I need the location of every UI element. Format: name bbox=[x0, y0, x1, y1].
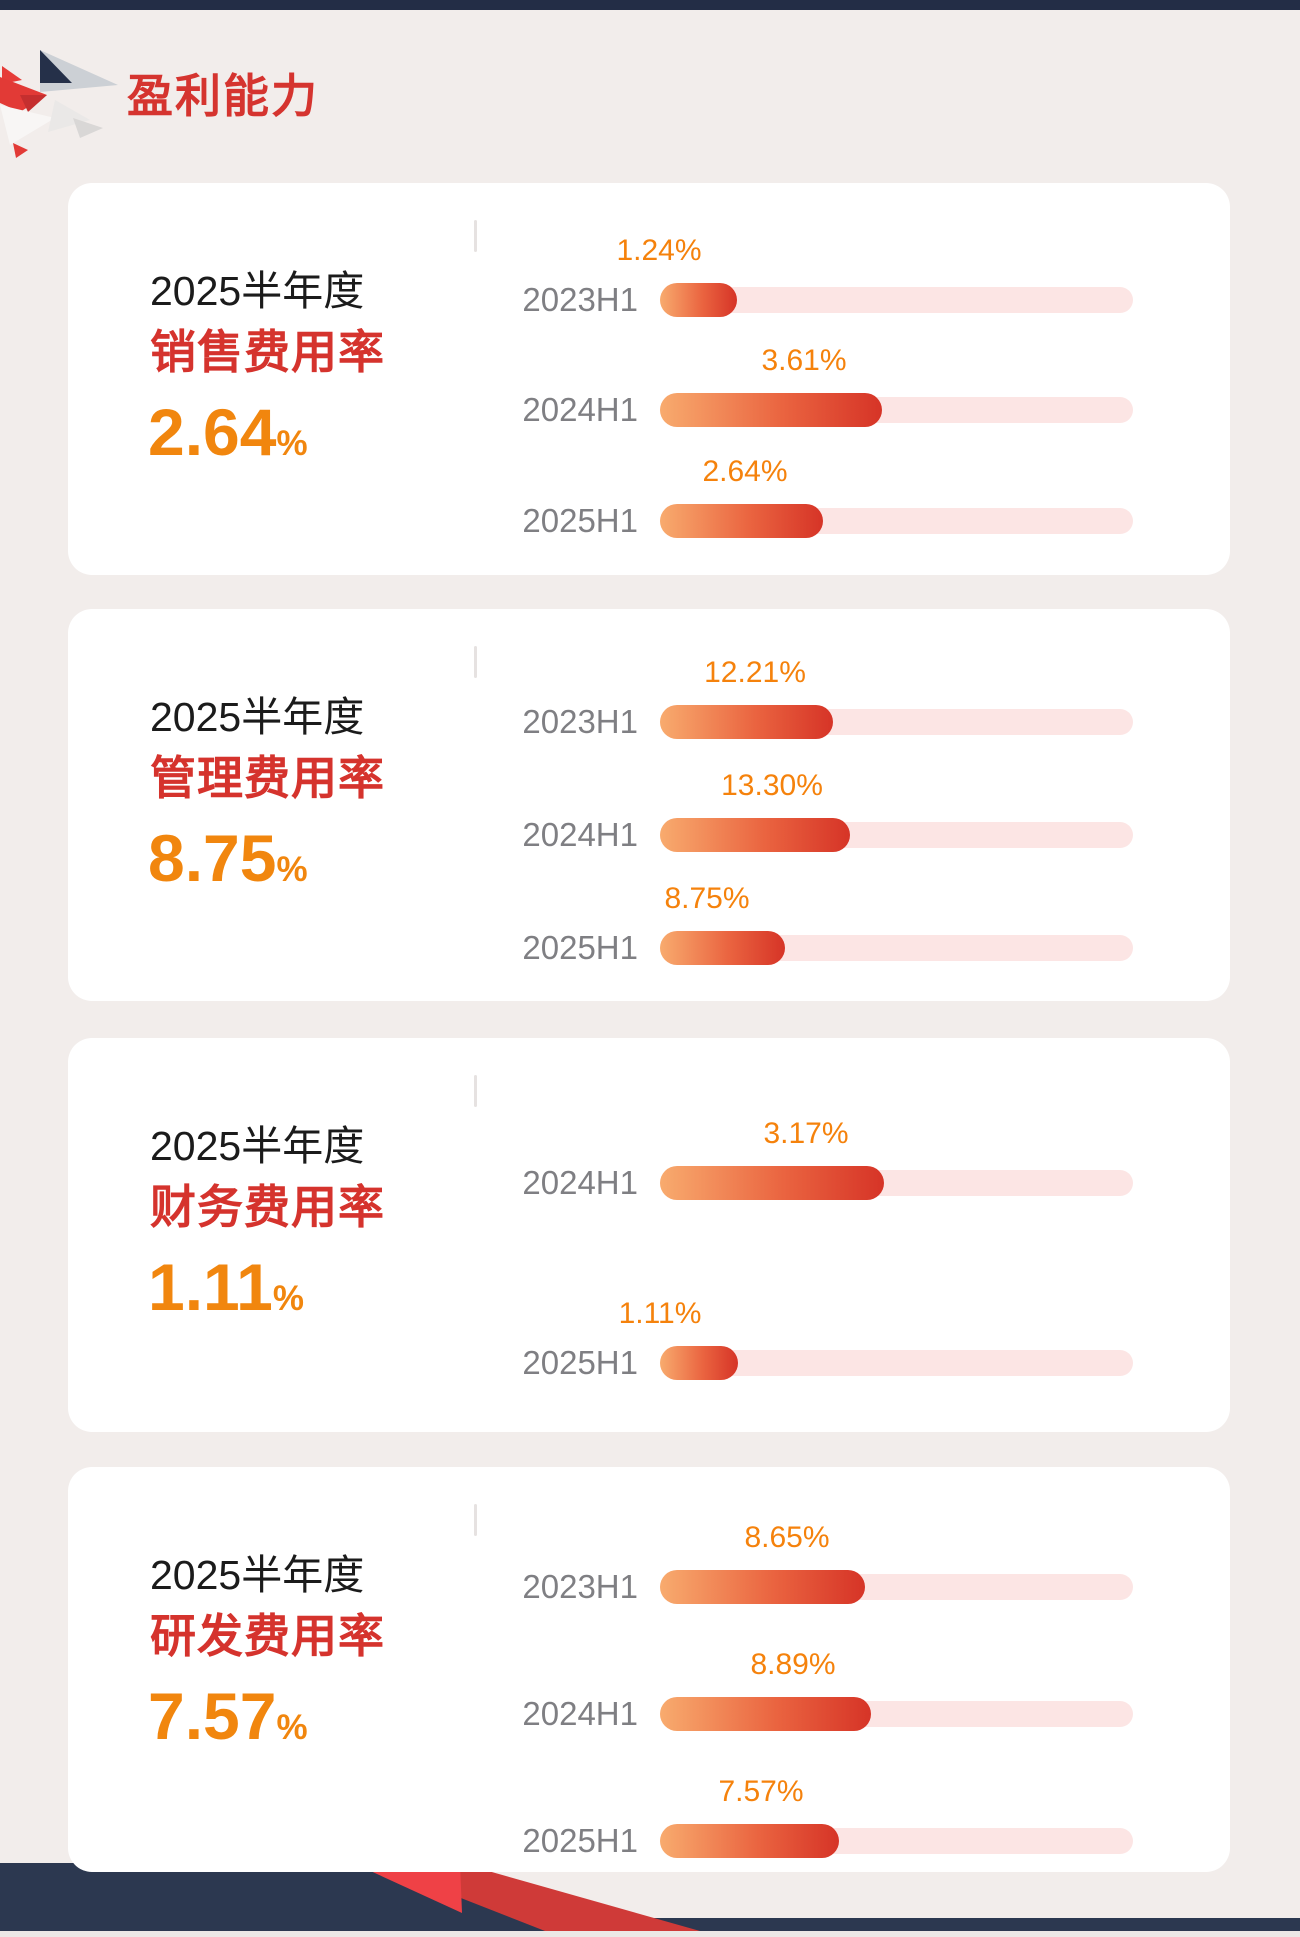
big-value-number: 1.11 bbox=[148, 1250, 273, 1324]
chart-row: 2023H1 8.65% bbox=[68, 1520, 1230, 1605]
chart-divider-tick bbox=[474, 220, 477, 252]
bar-value-label: 1.24% bbox=[616, 234, 702, 267]
card-sales-expense-ratio: 2025半年度 销售费用率 2.64% 2023H1 1.24% 2024H1 … bbox=[68, 183, 1230, 575]
year-label: 2024H1 bbox=[522, 1695, 638, 1732]
bar-value-label: 8.65% bbox=[744, 1521, 830, 1554]
big-value-number: 8.75 bbox=[148, 821, 277, 895]
bar-value-label: 13.30% bbox=[721, 769, 823, 802]
bar-fill bbox=[660, 393, 882, 427]
page-title: 盈利能力 bbox=[127, 70, 319, 122]
bar-track bbox=[660, 1350, 1133, 1376]
card-metric-name: 销售费用率 bbox=[150, 326, 385, 378]
card-big-value: 8.75% bbox=[148, 819, 308, 897]
big-value-number: 7.57 bbox=[148, 1679, 277, 1753]
year-label: 2025H1 bbox=[522, 1344, 638, 1381]
chart-row: 2023H1 12.21% bbox=[68, 655, 1230, 740]
bar-value-label: 7.57% bbox=[718, 1775, 804, 1808]
bar-fill bbox=[660, 1697, 871, 1731]
top-navy-bar bbox=[0, 0, 1300, 10]
bar-track bbox=[660, 287, 1133, 313]
year-label: 2025H1 bbox=[522, 502, 638, 539]
bar-value-label: 12.21% bbox=[704, 656, 806, 689]
chart-row: 2024H1 8.89% bbox=[68, 1647, 1230, 1732]
year-label: 2023H1 bbox=[522, 1568, 638, 1605]
bar-fill bbox=[660, 931, 785, 965]
bar-fill bbox=[660, 283, 737, 317]
card-metric-name: 管理费用率 bbox=[150, 752, 385, 804]
chart-row: 2024H1 3.61% bbox=[68, 343, 1230, 428]
bar-value-label: 8.75% bbox=[664, 882, 750, 915]
year-label: 2025H1 bbox=[522, 1822, 638, 1859]
card-metric-name: 财务费用率 bbox=[150, 1181, 385, 1233]
big-value-unit: % bbox=[272, 1279, 304, 1318]
bar-fill bbox=[660, 705, 833, 739]
bar-fill bbox=[660, 504, 823, 538]
bar-value-label: 1.11% bbox=[618, 1297, 702, 1330]
triangle-cluster-top-left-icon bbox=[0, 50, 118, 158]
bar-fill bbox=[660, 818, 850, 852]
bar-fill bbox=[660, 1346, 738, 1380]
year-label: 2024H1 bbox=[522, 816, 638, 853]
bar-value-label: 2.64% bbox=[702, 455, 788, 488]
bottom-light-strip bbox=[0, 1931, 1300, 1937]
big-value-unit: % bbox=[276, 1708, 308, 1747]
card-rd-expense-ratio: 2025半年度 研发费用率 7.57% 2023H1 8.65% 2024H1 … bbox=[68, 1467, 1230, 1872]
chart-row: 2024H1 3.17% bbox=[68, 1116, 1230, 1201]
big-value-number: 2.64 bbox=[148, 395, 277, 469]
card-period: 2025半年度 bbox=[150, 1552, 365, 1598]
year-label: 2024H1 bbox=[522, 391, 638, 428]
card-finance-expense-ratio: 2025半年度 财务费用率 1.11% 2024H1 3.17% 2025H1 … bbox=[68, 1038, 1230, 1432]
chart-divider-tick bbox=[474, 646, 477, 678]
bar-fill bbox=[660, 1824, 839, 1858]
chart-divider-tick bbox=[474, 1075, 477, 1107]
card-period: 2025半年度 bbox=[150, 1123, 365, 1169]
chart-row: 2023H1 1.24% bbox=[68, 233, 1230, 318]
bar-fill bbox=[660, 1570, 865, 1604]
card-big-value: 7.57% bbox=[148, 1677, 308, 1755]
chart-divider-tick bbox=[474, 1504, 477, 1536]
card-metric-name: 研发费用率 bbox=[150, 1610, 385, 1662]
chart-row: 2025H1 8.75% bbox=[68, 881, 1230, 966]
card-period: 2025半年度 bbox=[150, 694, 365, 740]
card-admin-expense-ratio: 2025半年度 管理费用率 8.75% 2023H1 12.21% 2024H1… bbox=[68, 609, 1230, 1001]
year-label: 2023H1 bbox=[522, 703, 638, 740]
chart-row: 2025H1 2.64% bbox=[68, 454, 1230, 539]
chart-row: 2024H1 13.30% bbox=[68, 768, 1230, 853]
year-label: 2025H1 bbox=[522, 929, 638, 966]
bar-value-label: 3.17% bbox=[763, 1117, 849, 1150]
chart-row: 2025H1 1.11% bbox=[68, 1296, 1230, 1381]
bar-value-label: 3.61% bbox=[761, 344, 847, 377]
card-big-value: 1.11% bbox=[148, 1248, 304, 1326]
year-label: 2024H1 bbox=[522, 1164, 638, 1201]
chart-row: 2025H1 7.57% bbox=[68, 1774, 1230, 1859]
big-value-unit: % bbox=[276, 850, 308, 889]
card-period: 2025半年度 bbox=[150, 268, 365, 314]
bar-value-label: 8.89% bbox=[750, 1648, 836, 1681]
card-big-value: 2.64% bbox=[148, 393, 308, 471]
bar-fill bbox=[660, 1166, 884, 1200]
big-value-unit: % bbox=[276, 424, 308, 463]
year-label: 2023H1 bbox=[522, 281, 638, 318]
